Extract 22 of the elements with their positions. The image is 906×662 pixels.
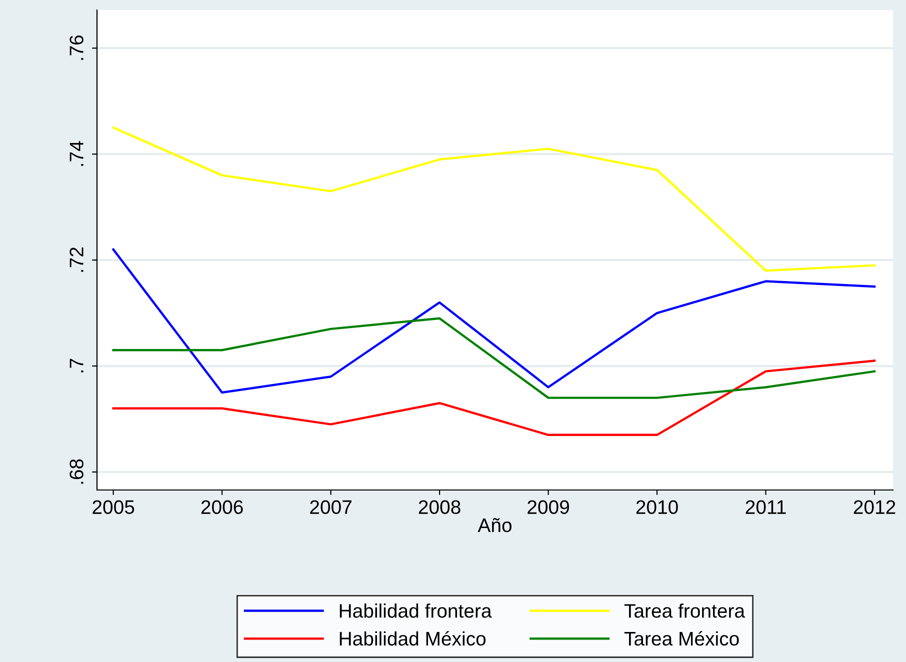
y-tick-label: .68 <box>70 459 84 484</box>
legend-label: Habilidad frontera <box>340 604 492 618</box>
line-series <box>112 248 876 394</box>
line-series <box>112 126 876 272</box>
line-series <box>112 317 876 399</box>
y-tick-label: .72 <box>70 248 84 272</box>
y-tick-label: .7 <box>70 358 84 372</box>
y-tick-label: .74 <box>70 141 84 166</box>
x-tick-label: 2011 <box>746 500 786 514</box>
y-tick-label: .76 <box>70 35 84 60</box>
x-axis-title: Año <box>478 518 512 532</box>
x-tick-label: 2010 <box>636 500 678 514</box>
x-tick-label: 2005 <box>92 500 134 514</box>
legend-label: Tarea México <box>624 631 739 646</box>
x-tick-label: 2008 <box>418 500 460 514</box>
x-tick-label: 2007 <box>310 500 352 514</box>
x-tick-label: 2012 <box>854 500 896 514</box>
legend-label: Habilidad México <box>340 631 486 646</box>
line-series <box>112 360 876 436</box>
x-tick-label: 2006 <box>201 500 243 514</box>
legend-label: Tarea frontera <box>624 604 746 618</box>
x-tick-label: 2009 <box>528 500 569 514</box>
